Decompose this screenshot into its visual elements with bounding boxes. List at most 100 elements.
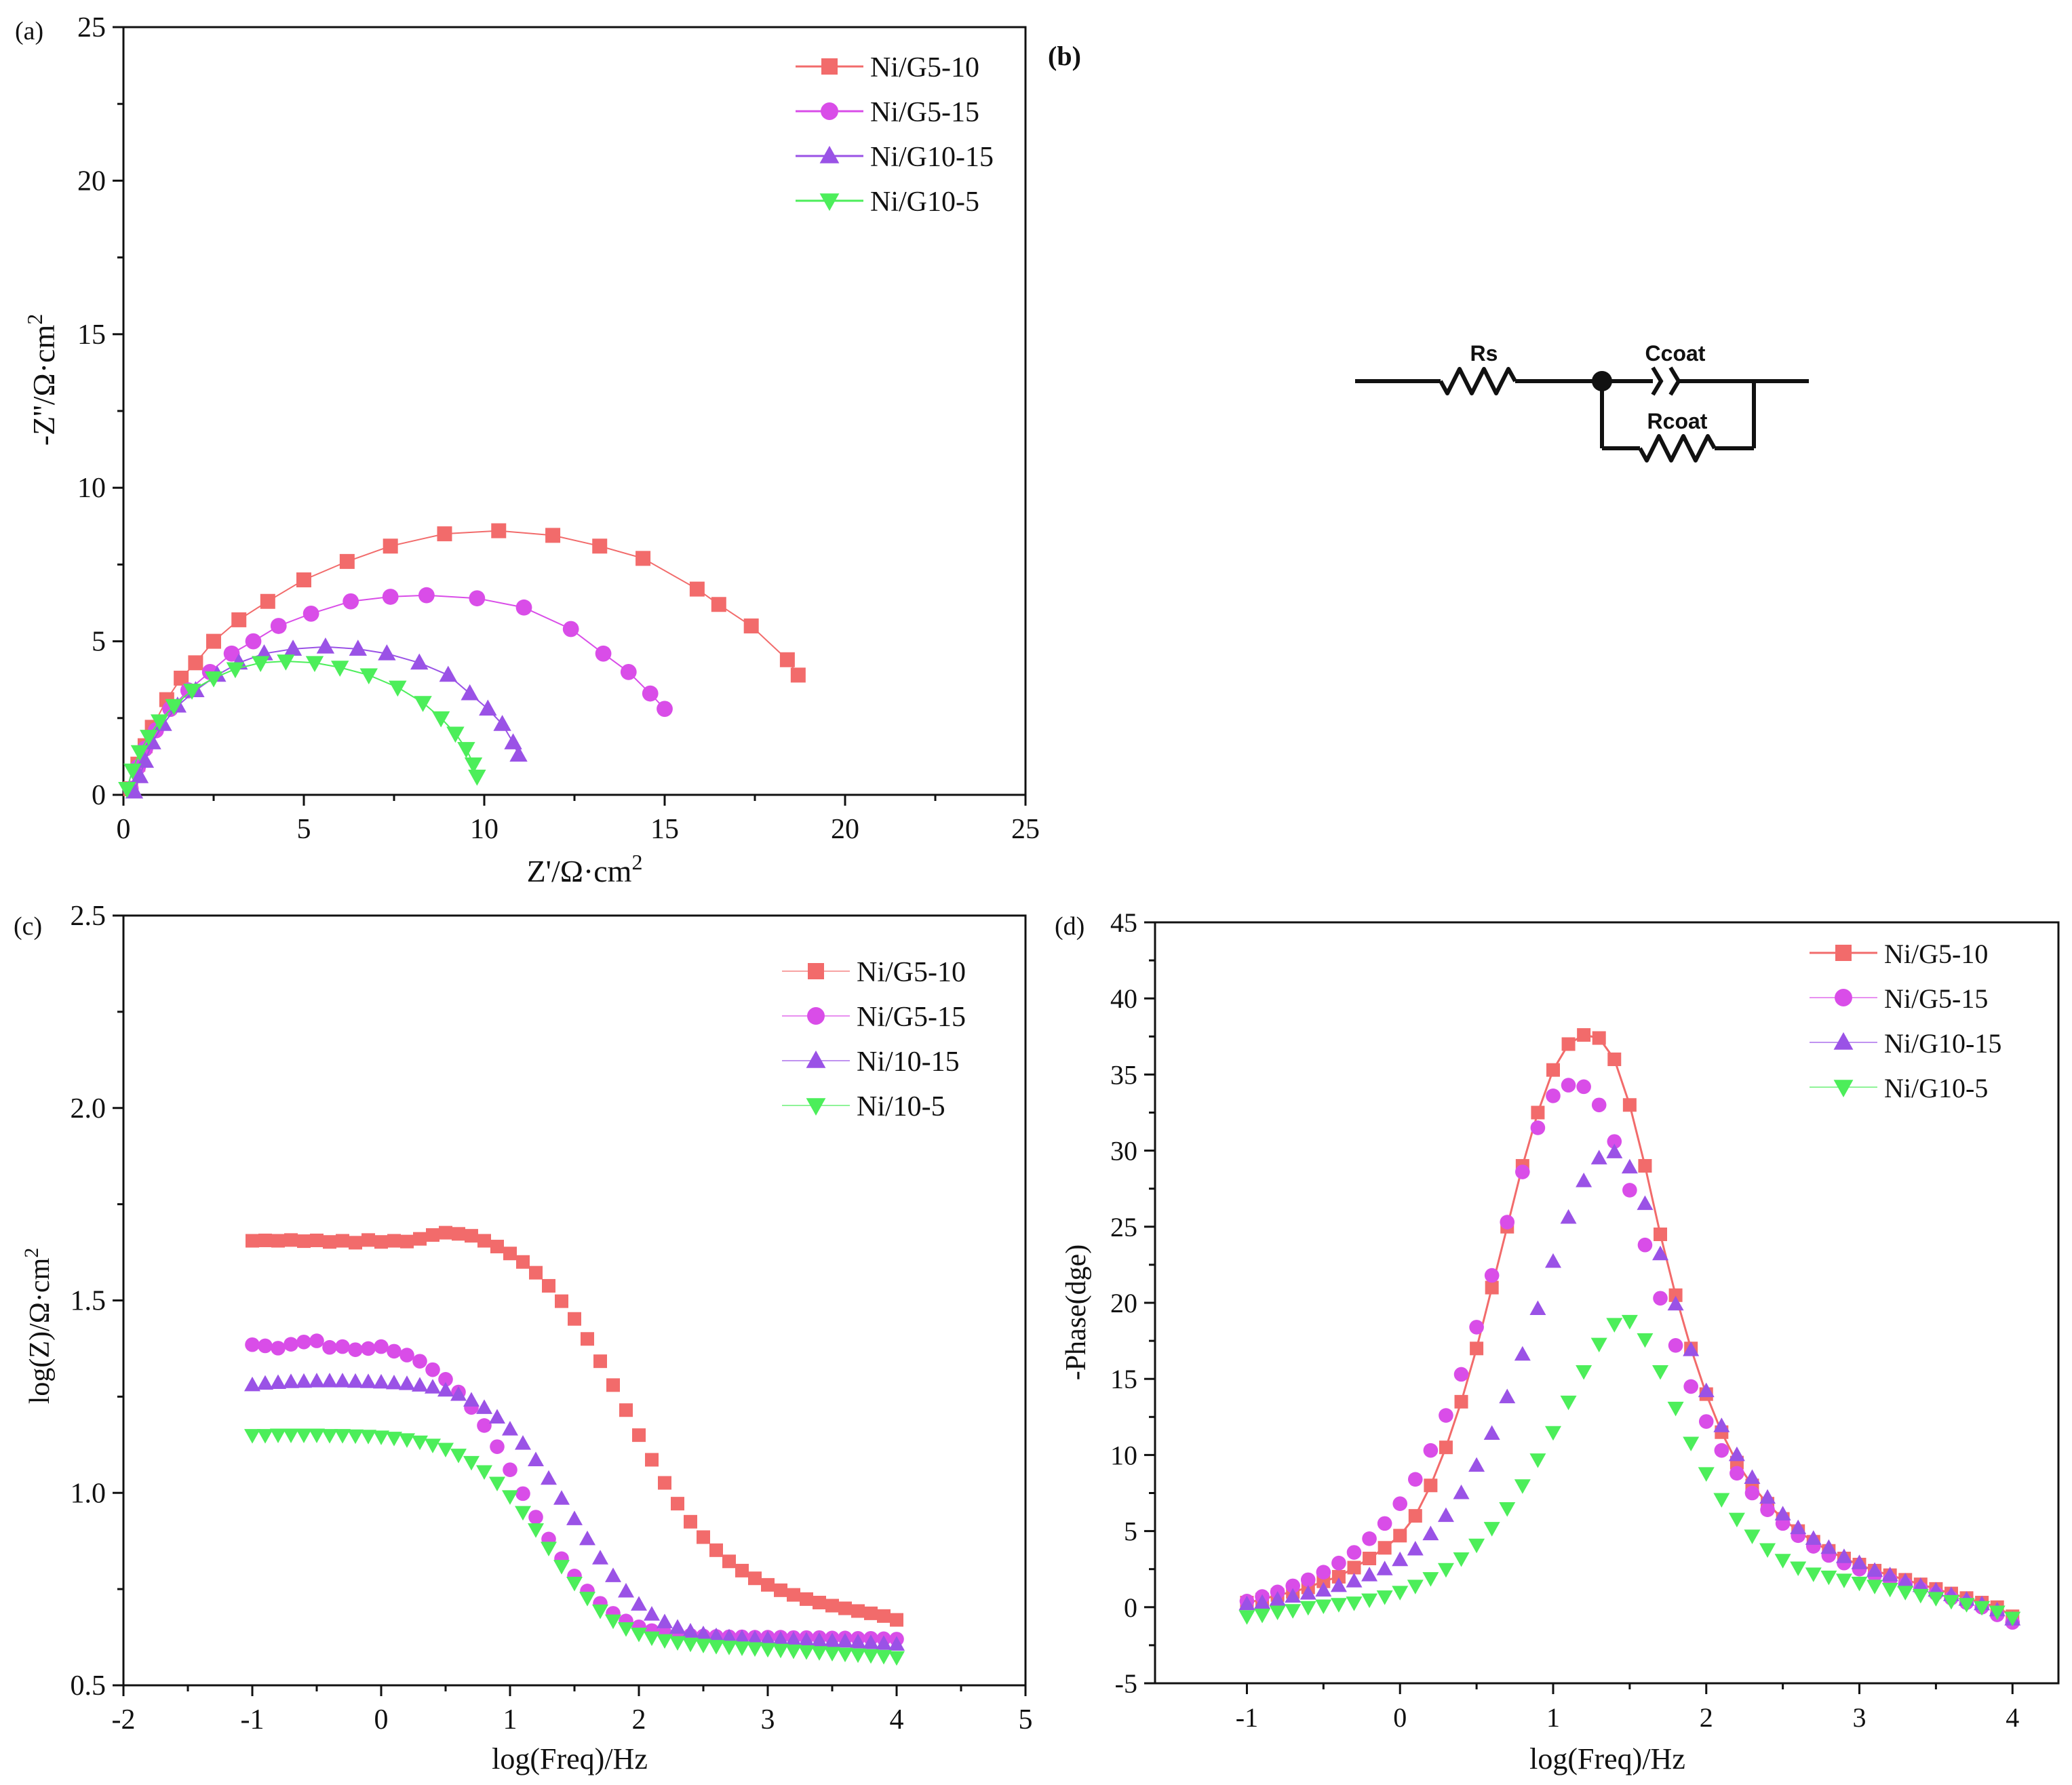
c-data-point-ni-10-5	[760, 1643, 776, 1658]
d-data-point-ni-g5-15	[1423, 1443, 1439, 1458]
d-data-point-ni-g10-5	[1958, 1598, 1975, 1613]
d-data-point-ni-g10-5	[1820, 1570, 1837, 1586]
c-data-point-ni-g5-10	[619, 1403, 633, 1417]
c-x-tick-label: 5	[1019, 1704, 1033, 1735]
c-data-point-ni-10-5	[850, 1648, 866, 1664]
d-data-point-ni-g10-5	[1590, 1337, 1607, 1353]
c-data-point-ni-g5-10	[516, 1255, 530, 1269]
c-data-point-ni-10-5	[734, 1641, 750, 1656]
c-data-point-ni-g5-10	[258, 1233, 272, 1247]
d-data-point-ni-g10-5	[1728, 1512, 1745, 1528]
c-data-point-ni-g5-10	[658, 1476, 671, 1490]
a-data-point-ni-g10-5	[251, 656, 270, 673]
d-data-point-ni-g5-15	[1453, 1367, 1469, 1382]
a-data-point-ni-g10-5	[446, 726, 465, 743]
d-data-point-ni-g10-15	[1590, 1150, 1607, 1164]
a-series-ni-g10-15	[125, 638, 528, 799]
a-data-point-ni-g10-5	[204, 671, 223, 688]
c-data-point-ni-10-15	[747, 1630, 763, 1645]
d-data-point-ni-g10-5	[1407, 1580, 1424, 1594]
a-data-point-ni-g10-15	[410, 653, 429, 670]
d-legend-marker-ni-g10-15	[1833, 1032, 1854, 1050]
c-data-point-ni-g5-15	[438, 1372, 453, 1387]
c-data-point-ni-10-5	[747, 1642, 763, 1658]
panel-a-legend: Ni/G5-10 Ni/G5-15 Ni/G10-15 Ni/G10-5	[796, 52, 994, 218]
c-data-point-ni-10-15	[579, 1530, 595, 1546]
a-data-point-ni-g10-15	[284, 640, 302, 656]
c-data-point-ni-10-5	[347, 1429, 364, 1445]
d-data-point-ni-g10-5	[1437, 1563, 1454, 1578]
c-x-tick-label: -1	[241, 1704, 265, 1735]
d-data-point-ni-g10-5	[1392, 1586, 1409, 1601]
c-data-point-ni-10-15	[837, 1632, 853, 1648]
c-data-point-ni-g5-10	[336, 1234, 349, 1248]
d-data-point-ni-g5-10	[1622, 1098, 1637, 1112]
c-data-point-ni-g5-15	[490, 1439, 505, 1454]
c-data-point-ni-10-15	[373, 1373, 389, 1389]
c-data-point-ni-10-5	[785, 1644, 802, 1660]
c-data-point-ni-10-5	[502, 1490, 518, 1505]
a-data-point-ni-g5-15	[657, 701, 673, 718]
a-series-ni-g5-10	[123, 523, 806, 796]
c-data-point-ni-10-15	[515, 1435, 531, 1450]
c-data-point-ni-10-5	[863, 1649, 879, 1664]
rcoat-resistor-symbol	[1638, 434, 1717, 463]
d-data-point-ni-g5-10	[1408, 1509, 1422, 1523]
a-data-point-ni-g5-10	[188, 655, 203, 671]
a-data-point-ni-g5-10	[383, 538, 398, 554]
c-x-tick-label: -2	[112, 1704, 136, 1735]
a-data-point-ni-g5-15	[223, 645, 240, 662]
c-data-point-ni-10-15	[360, 1373, 376, 1388]
c-y-tick-label: 2.0	[71, 1093, 106, 1124]
a-data-point-ni-g10-15	[439, 665, 457, 682]
panel-d-y-axis-label: -Phase(dge)	[1061, 1244, 1092, 1381]
c-legend-marker-ni-10-5	[806, 1098, 826, 1116]
panel-a-x-axis-label: Z'/Ω·cm2	[527, 850, 643, 888]
d-data-point-ni-g5-10	[1347, 1561, 1361, 1575]
d-data-point-ni-g5-10	[1638, 1159, 1652, 1173]
c-y-tick-label: 2.5	[71, 901, 106, 932]
panel-d-series	[1238, 1028, 2021, 1630]
a-y-tick-label: 20	[77, 165, 106, 197]
d-data-point-ni-g10-15	[1376, 1561, 1393, 1575]
rs-label: Rs	[1470, 341, 1498, 366]
d-data-point-ni-g10-15	[1299, 1585, 1316, 1600]
c-data-point-ni-10-5	[309, 1428, 325, 1444]
c-legend-label-ni-10-5: Ni/10-5	[857, 1091, 945, 1122]
d-data-point-ni-g10-15	[1652, 1245, 1669, 1261]
a-data-point-ni-g5-15	[642, 685, 659, 702]
a-data-point-ni-g5-15	[469, 590, 486, 607]
c-data-point-ni-g5-10	[387, 1234, 401, 1248]
c-data-point-ni-g5-10	[477, 1234, 491, 1248]
c-data-point-ni-g5-10	[838, 1601, 852, 1615]
c-data-point-ni-10-5	[708, 1640, 724, 1655]
c-data-point-ni-10-5	[489, 1476, 505, 1491]
c-data-point-ni-g5-10	[748, 1571, 762, 1586]
panel-a-y-label-text: -Z''/Ω·cm	[26, 325, 61, 446]
a-data-point-ni-g10-15	[378, 644, 396, 661]
d-y-tick-label: 10	[1110, 1440, 1137, 1470]
rs-resistor-symbol	[1439, 367, 1517, 395]
c-data-point-ni-g5-10	[284, 1233, 298, 1247]
d-data-point-ni-g5-15	[1316, 1565, 1331, 1580]
c-data-point-ni-10-5	[773, 1643, 789, 1659]
d-data-point-ni-g5-10	[1363, 1551, 1377, 1565]
c-data-point-ni-10-5	[412, 1435, 428, 1451]
a-data-point-ni-g10-15	[316, 638, 335, 654]
d-data-point-ni-g10-15	[1835, 1548, 1852, 1563]
d-data-point-ni-g10-5	[1376, 1590, 1393, 1605]
d-data-point-ni-g10-5	[1269, 1605, 1286, 1621]
c-data-point-ni-g5-10	[452, 1227, 465, 1241]
d-data-point-ni-g10-15	[1851, 1554, 1868, 1569]
d-x-tick-label: 3	[1853, 1702, 1866, 1733]
d-data-point-ni-g10-5	[1637, 1333, 1654, 1348]
c-data-point-ni-10-15	[450, 1386, 467, 1401]
d-data-point-ni-g10-5	[1989, 1605, 2006, 1621]
a-data-point-ni-g10-5	[151, 714, 169, 731]
panel-a-label: (a)	[15, 17, 43, 45]
c-data-point-ni-10-5	[257, 1429, 273, 1444]
d-y-tick-label: 5	[1124, 1516, 1137, 1547]
d-data-point-ni-g10-15	[1667, 1295, 1684, 1311]
c-data-point-ni-10-5	[270, 1428, 286, 1444]
c-data-point-ni-g5-10	[606, 1378, 620, 1392]
